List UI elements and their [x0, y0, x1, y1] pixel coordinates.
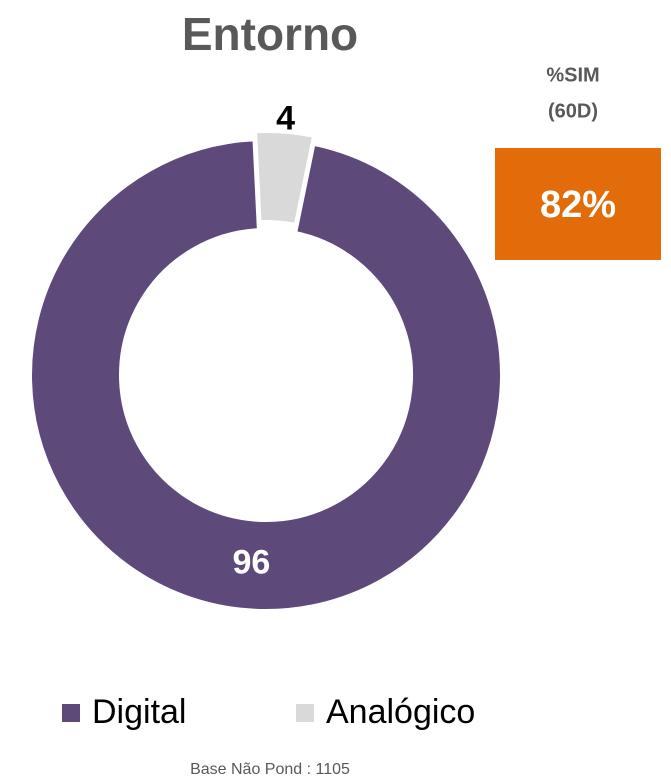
legend-swatch — [296, 704, 314, 722]
donut-slice — [252, 129, 317, 228]
chart-title: Entorno — [182, 8, 358, 60]
kpi-box — [495, 148, 661, 260]
legend-swatch — [62, 704, 80, 722]
donut-slice — [28, 137, 504, 613]
note: Base Não Pond : 1105 — [190, 761, 350, 778]
legend-label: Analógico — [326, 693, 475, 731]
kpi-label: %SIM — [546, 64, 599, 86]
legend-label: Digital — [92, 693, 186, 731]
data-label: 4 — [276, 100, 295, 138]
kpi-label: (60D) — [548, 100, 598, 122]
kpi-value: 82% — [540, 184, 616, 226]
data-label: 96 — [233, 543, 271, 581]
